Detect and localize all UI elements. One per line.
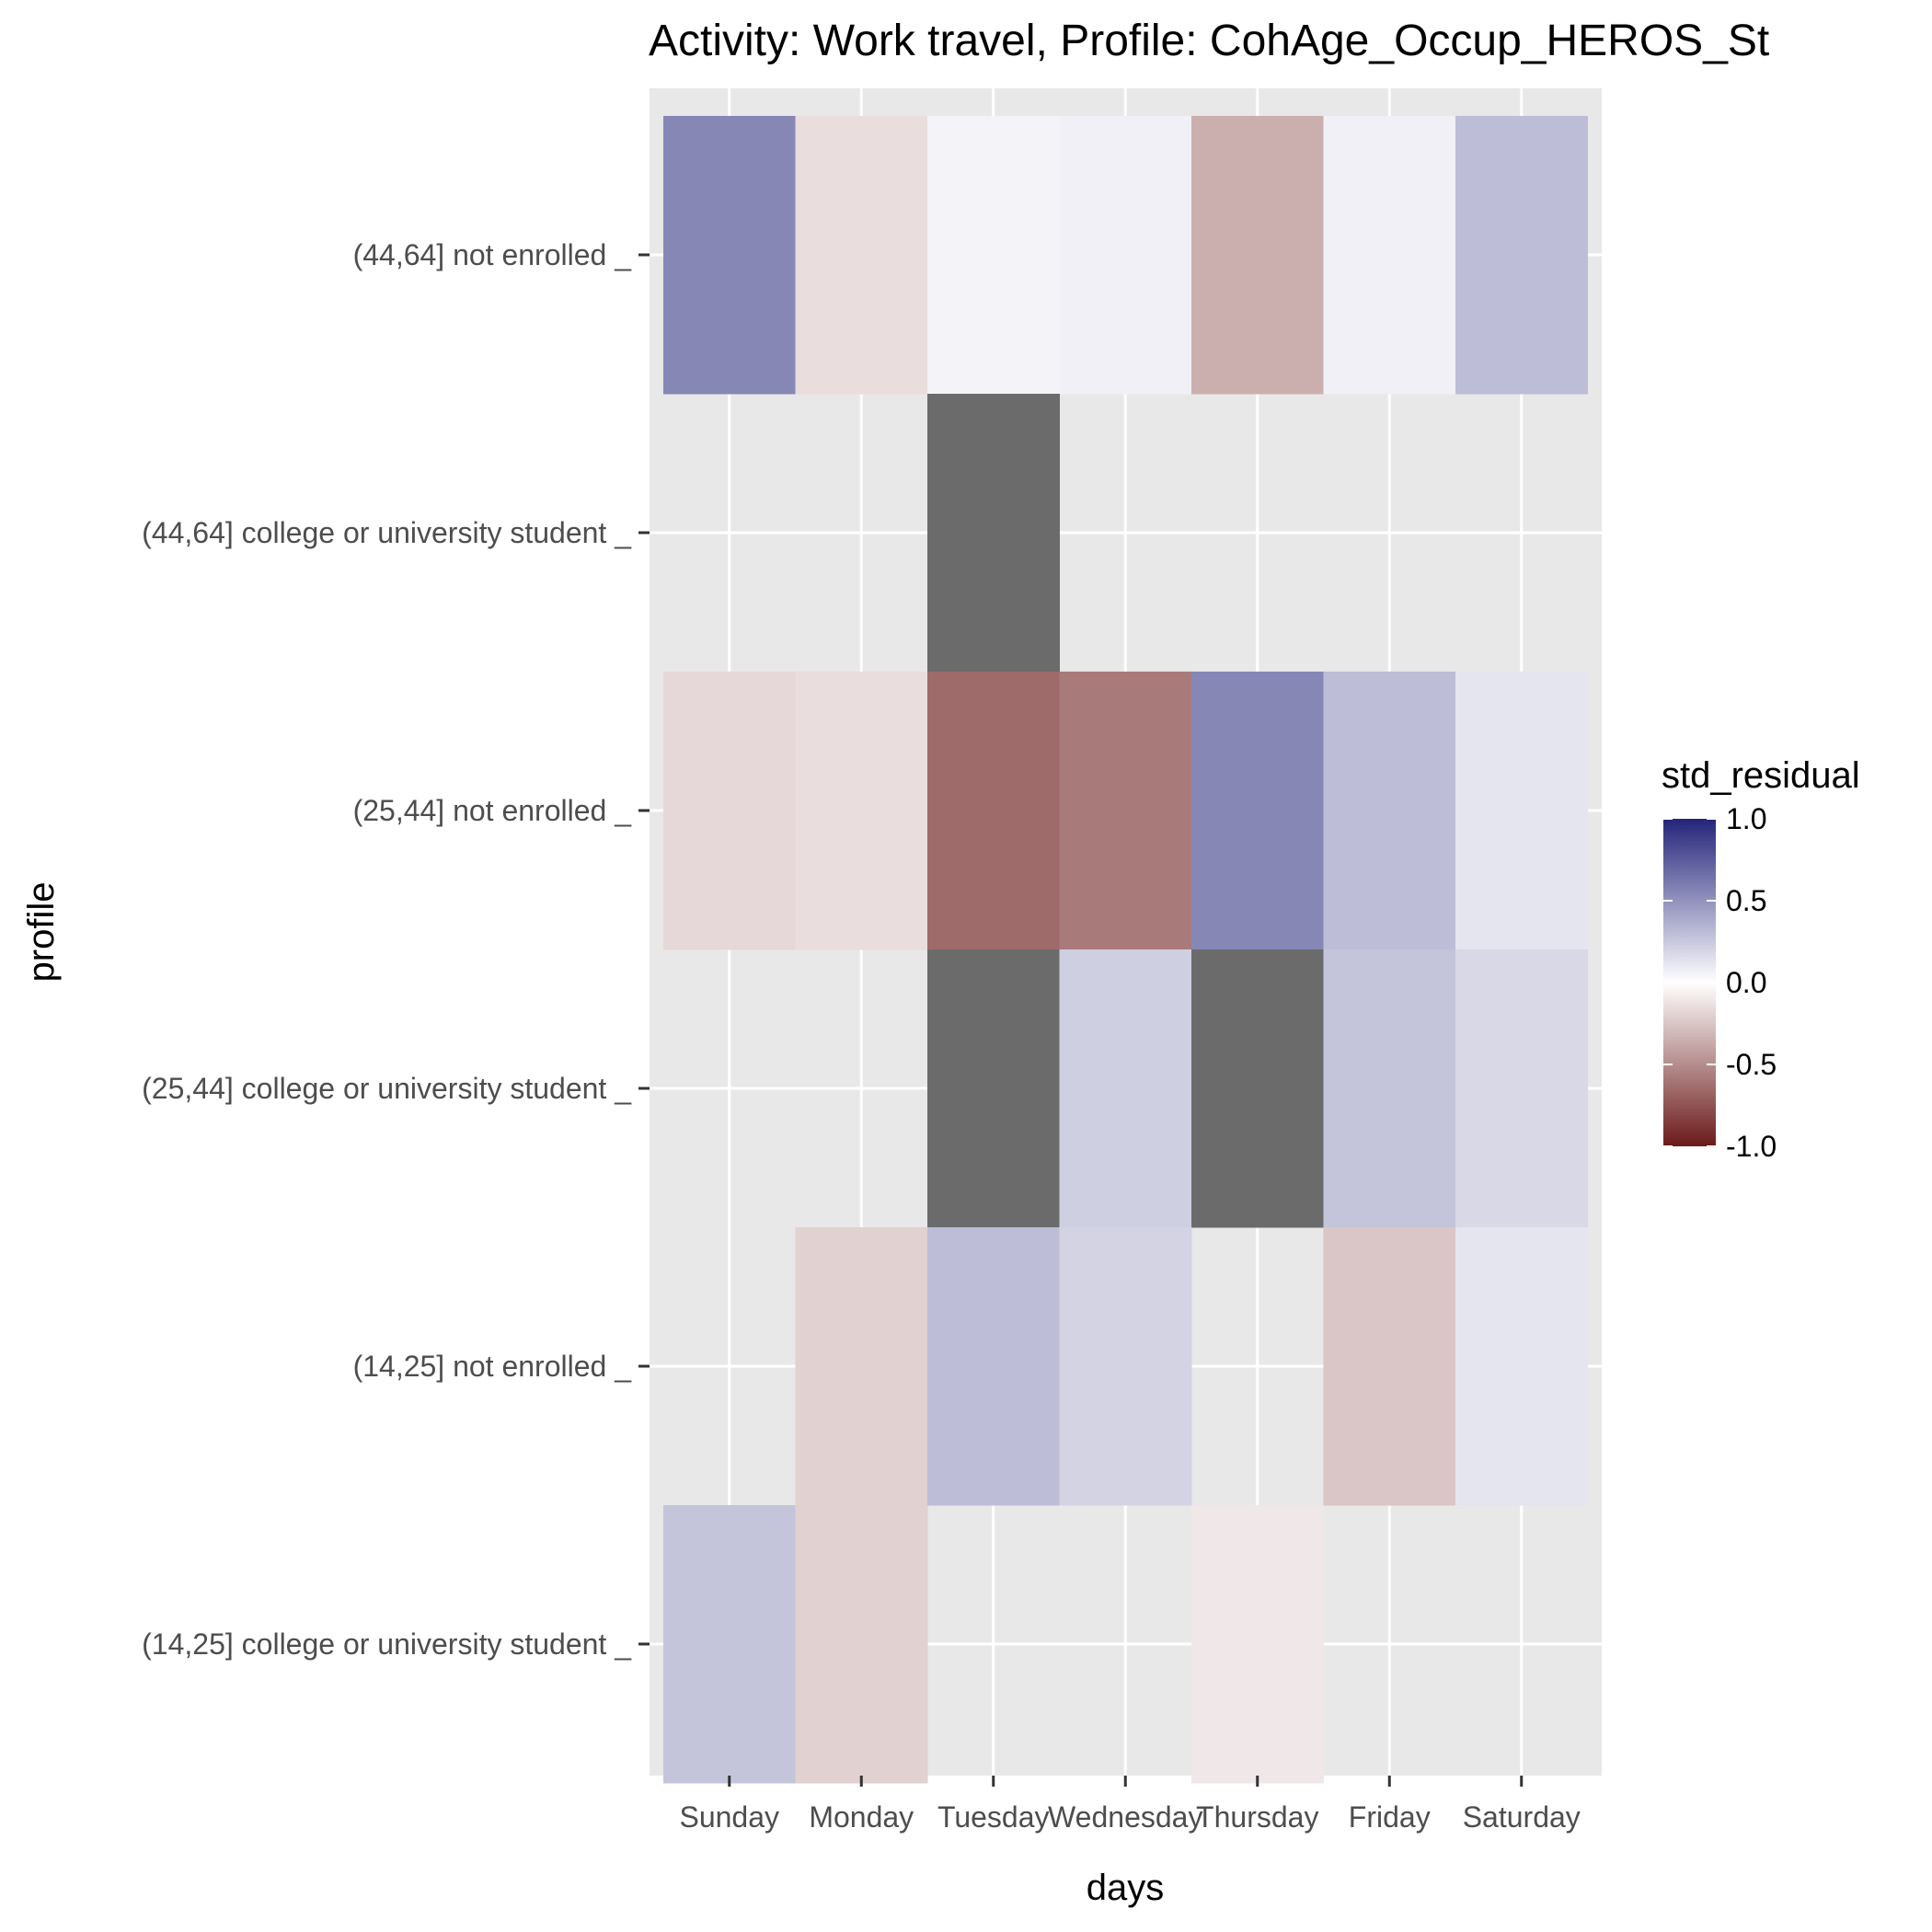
heatmap-cell	[795, 1227, 928, 1506]
legend-tick-label: 1.0	[1726, 802, 1766, 835]
y-axis-title: profile	[21, 882, 62, 983]
y-tick-label: (14,25] college or university student _	[142, 1627, 632, 1661]
x-tick-label: Saturday	[1463, 1800, 1581, 1834]
heatmap-cell	[1323, 949, 1456, 1228]
heatmap-cell	[1191, 1505, 1324, 1784]
heatmap-cell	[1323, 672, 1456, 950]
y-tick-label: (44,64] not enrolled _	[353, 238, 633, 271]
heatmap-cells	[663, 116, 1588, 1784]
y-tick-label: (44,64] college or university student _	[142, 516, 632, 549]
heatmap-cell	[1455, 949, 1588, 1228]
heatmap-cell	[795, 672, 928, 950]
heatmap-cell	[927, 949, 1060, 1228]
heatmap-cell	[1455, 672, 1588, 950]
heatmap-cell	[927, 1227, 1060, 1506]
legend-tick-label: 0.0	[1726, 966, 1766, 999]
heatmap-cell	[927, 672, 1060, 950]
legend-ticks: 1.0 0.5 0.0 -0.5 -1.0	[1663, 802, 1777, 1163]
heatmap-cell	[1323, 116, 1456, 395]
x-tick-label: Monday	[809, 1800, 914, 1834]
y-tick-label: (14,25] not enrolled _	[353, 1350, 633, 1383]
heatmap-cell	[1191, 672, 1324, 950]
y-axis: (44,64] not enrolled _ (44,64] college or…	[142, 238, 650, 1661]
heatmap-cell	[927, 394, 1060, 673]
heatmap-cell	[1323, 1227, 1456, 1506]
legend-tick-label: -0.5	[1726, 1048, 1777, 1081]
heatmap-cell	[927, 116, 1060, 395]
heatmap-cell	[1059, 1227, 1192, 1506]
heatmap-cell	[1059, 949, 1192, 1228]
legend: std_residual 1.0 0.5 0.0 -0.5 -1.0	[1662, 755, 1860, 1163]
heatmap-cell	[1455, 1227, 1588, 1506]
x-tick-label: Tuesday	[937, 1800, 1050, 1834]
heatmap-cell	[663, 672, 796, 950]
heatmap-cell	[1191, 949, 1324, 1228]
heatmap-cell	[1059, 672, 1192, 950]
x-tick-label: Sunday	[679, 1800, 779, 1834]
chart-title: Activity: Work travel, Profile: CohAge_O…	[649, 17, 1769, 65]
x-tick-label: Friday	[1349, 1800, 1431, 1834]
heatmap-cell	[663, 1505, 796, 1784]
x-tick-label: Thursday	[1196, 1800, 1318, 1834]
x-axis-title: days	[1087, 1868, 1165, 1908]
heatmap-cell	[795, 1505, 928, 1784]
y-tick-label: (25,44] college or university student _	[142, 1072, 632, 1105]
heatmap-cell	[795, 116, 928, 395]
legend-title: std_residual	[1662, 755, 1860, 796]
legend-tick-label: 0.5	[1726, 884, 1766, 917]
y-tick-label: (25,44] not enrolled _	[353, 794, 633, 827]
heatmap-cell	[1191, 116, 1324, 395]
heatmap-cell	[1059, 116, 1192, 395]
legend-tick-label: -1.0	[1726, 1130, 1777, 1163]
heatmap-cell	[1455, 116, 1588, 395]
x-tick-label: Wednesday	[1048, 1800, 1202, 1834]
heatmap-cell	[663, 116, 796, 395]
